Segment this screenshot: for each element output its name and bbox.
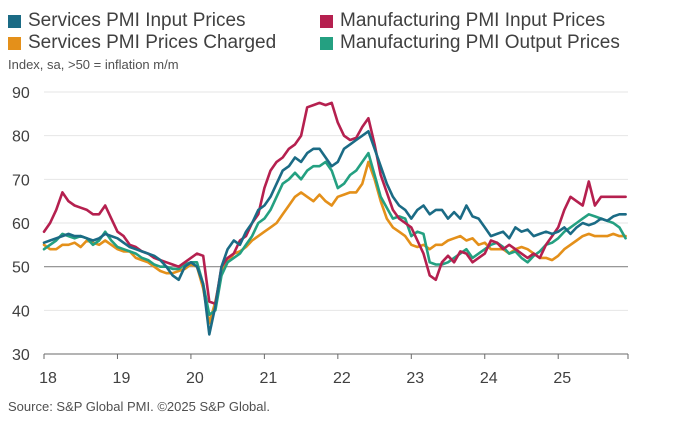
series-line-manufacturing-output bbox=[42, 151, 627, 317]
y-tick-label: 30 bbox=[12, 347, 30, 364]
series-line-manufacturing-input bbox=[42, 101, 627, 306]
chart-subtitle: Index, sa, >50 = inflation m/m bbox=[8, 57, 179, 72]
legend-item-manufacturing-input: Manufacturing PMI Input Prices bbox=[320, 10, 605, 32]
series-lines bbox=[42, 101, 627, 336]
x-tick-label: 23 bbox=[406, 370, 424, 387]
y-tick-label: 50 bbox=[12, 260, 30, 277]
gridlines bbox=[44, 91, 628, 355]
legend-item-services-input: Services PMI Input Prices bbox=[8, 10, 246, 32]
legend-swatch bbox=[8, 36, 21, 50]
y-tick-label: 80 bbox=[12, 129, 30, 146]
legend-label: Manufacturing PMI Output Prices bbox=[340, 32, 620, 53]
legend-label: Manufacturing PMI Input Prices bbox=[340, 10, 606, 31]
legend-swatch bbox=[320, 14, 333, 28]
legend-swatch bbox=[320, 36, 333, 50]
legend-item-services-charged: Services PMI Prices Charged bbox=[8, 32, 276, 54]
y-tick-label: 60 bbox=[12, 216, 30, 233]
legend-label: Services PMI Prices Charged bbox=[28, 32, 277, 53]
y-tick-label: 70 bbox=[12, 172, 30, 189]
x-tick-label: 19 bbox=[113, 370, 131, 387]
chart-source: Source: S&P Global PMI. ©2025 S&P Global… bbox=[8, 399, 271, 414]
series-line-services-charged bbox=[42, 160, 627, 325]
legend-swatch bbox=[8, 14, 21, 28]
series-line-services-input bbox=[42, 130, 627, 336]
x-tick-label: 18 bbox=[39, 370, 57, 387]
x-tick-label: 25 bbox=[553, 370, 571, 387]
legend: Services PMI Input Prices Manufacturing … bbox=[8, 8, 668, 58]
legend-label: Services PMI Input Prices bbox=[28, 10, 246, 31]
x-tick-label: 22 bbox=[333, 370, 351, 387]
y-tick-label: 40 bbox=[12, 303, 30, 320]
y-tick-label: 90 bbox=[12, 85, 30, 102]
x-tick-label: 24 bbox=[480, 370, 498, 387]
x-tick-label: 21 bbox=[259, 370, 277, 387]
x-tick-label: 20 bbox=[186, 370, 204, 387]
legend-item-manufacturing-output: Manufacturing PMI Output Prices bbox=[320, 32, 620, 54]
axes: 30 40 50 60 70 80 90 18 19 20 21 22 23 24 25 bbox=[12, 85, 629, 387]
